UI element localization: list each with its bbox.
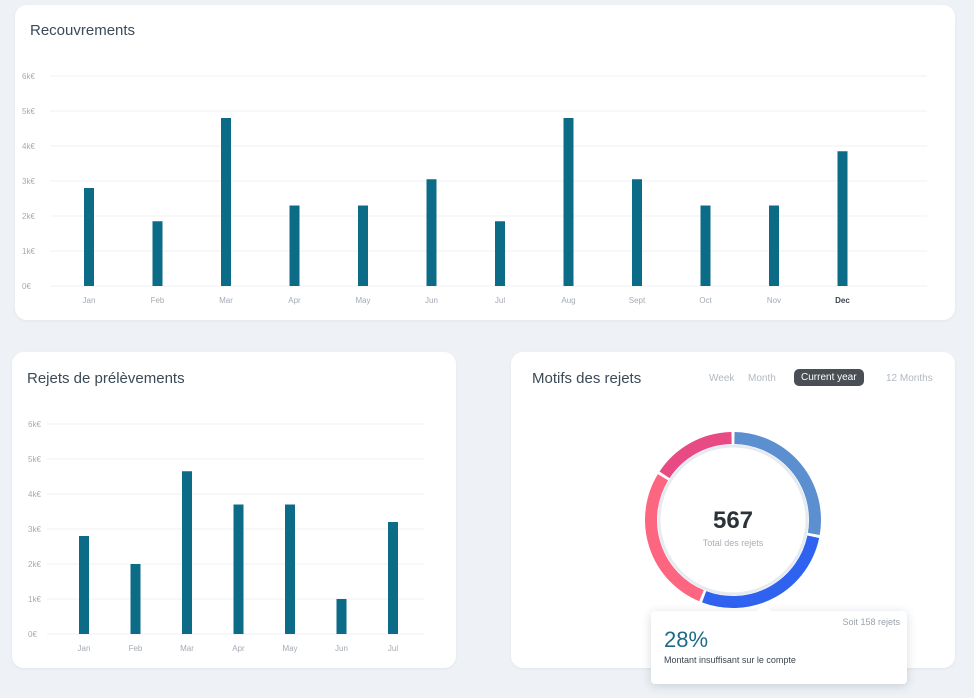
recouvrements-bar: [289, 205, 300, 286]
tooltip-percent: 28%: [664, 627, 709, 652]
recouvrements-x-label: Sept: [629, 296, 646, 305]
recouvrements-bar: [632, 179, 642, 286]
donut-segment: [702, 535, 820, 608]
tooltip-count: Soit 158 rejets: [842, 617, 900, 627]
recouvrements-x-label: Dec: [835, 296, 850, 305]
recouvrements-x-label: Apr: [288, 296, 301, 305]
donut-total-value: 567: [713, 507, 753, 534]
donut-chart: 567 Total des rejets: [645, 432, 821, 608]
recouvrements-bar: [837, 151, 848, 286]
rejets-ytick-label: 2k€: [28, 560, 41, 569]
recouvrements-card: Recouvrements 0€ 1k€ 2k€ 3k€ 4k€ 5k€ 6k€ Jan Feb…: [15, 5, 955, 320]
recouvrements-x-label: Jul: [495, 296, 505, 305]
recouvrements-bar: [769, 205, 779, 286]
recouvrements-ytick-label: 0€: [22, 282, 31, 291]
recouvrements-x-label: Jun: [425, 296, 438, 305]
rejets-x-label: Mar: [180, 644, 194, 653]
rejets-ytick-label: 1k€: [28, 595, 41, 604]
rejets-chart: 0€ 1k€ 2k€ 3k€ 4k€ 5k€ 6k€ Jan Feb Mar Apr May Jun Ju…: [28, 420, 424, 653]
recouvrements-x-label: Jan: [83, 296, 96, 305]
rejets-ytick-label: 5k€: [28, 455, 41, 464]
rejets-bar: [182, 471, 192, 634]
rejets-ytick-label: 6k€: [28, 420, 41, 429]
recouvrements-x-label: Nov: [767, 296, 781, 305]
recouvrements-ytick-label: 2k€: [22, 212, 35, 221]
recouvrements-bar: [700, 205, 711, 286]
rejets-bar: [285, 504, 295, 634]
recouvrements-bar: [84, 188, 94, 286]
tab-week[interactable]: Week: [709, 373, 735, 384]
rejets-x-label: May: [282, 644, 297, 653]
rejets-bar: [79, 536, 89, 634]
rejets-ytick-label: 3k€: [28, 525, 41, 534]
recouvrements-title: Recouvrements: [30, 22, 136, 39]
recouvrements-x-label: Oct: [699, 296, 712, 305]
recouvrements-ytick-label: 6k€: [22, 72, 35, 81]
donut-segment: [645, 474, 704, 602]
donut-segment: [659, 432, 732, 479]
recouvrements-ytick-label: 1k€: [22, 247, 35, 256]
recouvrements-bar: [426, 179, 437, 286]
rejets-x-label: Apr: [232, 644, 245, 653]
rejets-x-label: Jul: [388, 644, 398, 653]
recouvrements-x-label: Mar: [219, 296, 233, 305]
rejets-card: Rejets de prélèvements 0€ 1k€ 2k€ 3k€ 4k€ 5k€…: [12, 352, 456, 668]
recouvrements-bar: [152, 221, 163, 286]
tab-12-months[interactable]: 12 Months: [886, 373, 933, 384]
donut-total-label: Total des rejets: [703, 538, 764, 548]
rejets-ytick-label: 4k€: [28, 490, 41, 499]
tab-month[interactable]: Month: [748, 373, 776, 384]
tooltip-label: Montant insuffisant sur le compte: [664, 655, 796, 665]
recouvrements-ytick-label: 4k€: [22, 142, 35, 151]
recouvrements-bar: [358, 205, 368, 286]
recouvrements-chart: 0€ 1k€ 2k€ 3k€ 4k€ 5k€ 6k€ Jan Feb Mar Apr May Jun Ju…: [22, 72, 927, 305]
rejets-bar: [130, 564, 141, 634]
recouvrements-ytick-label: 5k€: [22, 107, 35, 116]
donut-segment: [734, 432, 821, 535]
recouvrements-bar: [563, 118, 574, 286]
rejets-bar: [336, 599, 347, 634]
recouvrements-bar: [221, 118, 231, 286]
rejets-x-label: Jun: [335, 644, 348, 653]
recouvrements-x-label: May: [355, 296, 370, 305]
rejets-bar: [388, 522, 398, 634]
donut-tooltip: Soit 158 rejets 28% Montant insuffisant …: [651, 603, 907, 684]
rejets-x-label: Feb: [129, 644, 143, 653]
motifs-title: Motifs des rejets: [532, 370, 642, 387]
rejets-title: Rejets de prélèvements: [27, 370, 185, 387]
recouvrements-x-label: Aug: [561, 296, 575, 305]
rejets-x-label: Jan: [78, 644, 91, 653]
tab-current-year[interactable]: Current year: [794, 369, 864, 386]
rejets-ytick-label: 0€: [28, 630, 37, 639]
recouvrements-bar: [495, 221, 505, 286]
recouvrements-ytick-label: 3k€: [22, 177, 35, 186]
donut-inner-ring: [657, 444, 809, 596]
recouvrements-x-label: Feb: [151, 296, 165, 305]
rejets-bar: [233, 504, 244, 634]
